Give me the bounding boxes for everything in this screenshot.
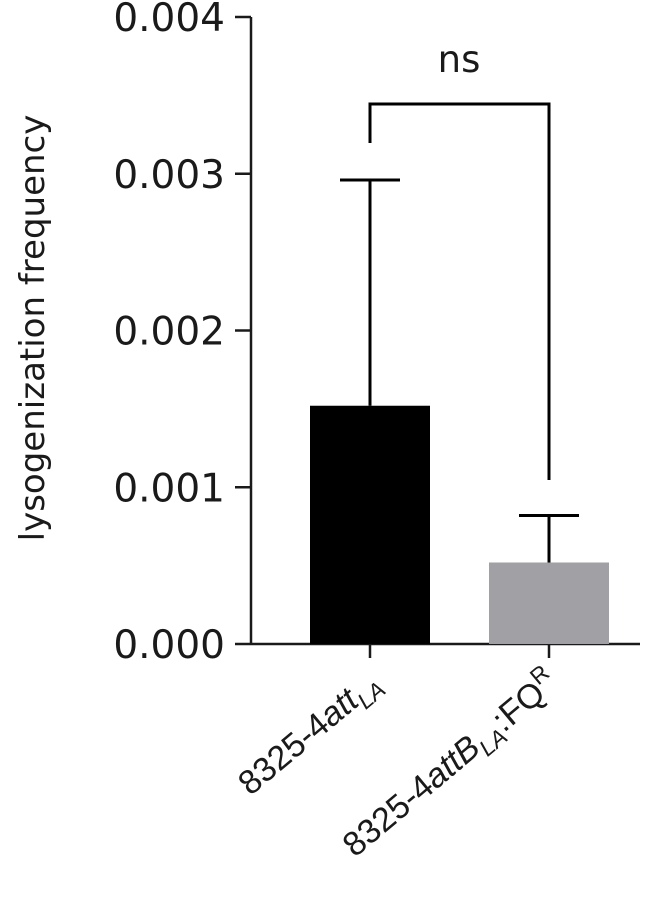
bar <box>310 405 430 644</box>
y-tick-label: 0.002 <box>113 310 225 355</box>
significance-label: ns <box>438 38 481 81</box>
axes: 0.000 0.001 0.002 0.003 0.004 <box>113 0 640 668</box>
significance-bracket-line <box>368 102 551 480</box>
category-label: 8325-4attLA <box>231 663 390 806</box>
error-bars <box>340 178 579 563</box>
y-tick-label: 0.003 <box>113 153 225 198</box>
bar <box>489 562 609 644</box>
bars <box>310 405 609 644</box>
y-tick-label: 0.004 <box>113 0 225 41</box>
y-tick-label: 0.000 <box>113 623 225 668</box>
y-tick-label: 0.001 <box>113 466 225 511</box>
significance-bracket <box>368 102 551 480</box>
y-axis-title: lysogenization frequency <box>13 115 53 542</box>
